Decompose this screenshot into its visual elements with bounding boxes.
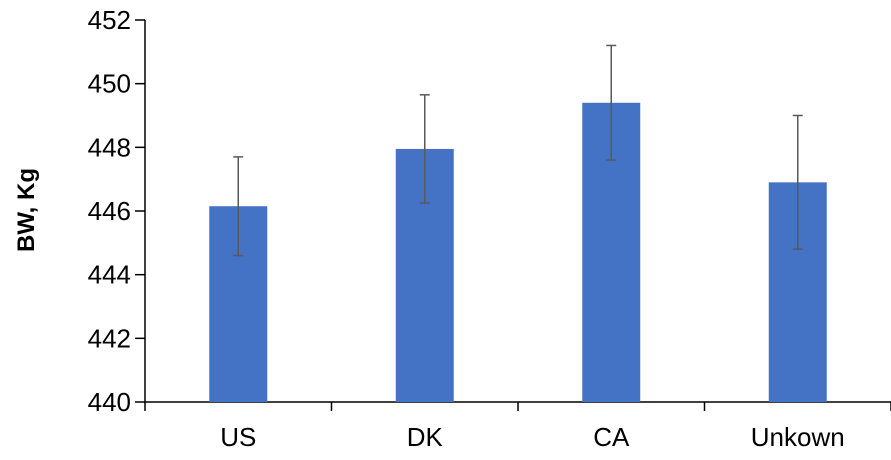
x-tick-labels: US DK CA Unkown	[220, 422, 845, 452]
x-tick-label-unkown: Unkown	[751, 422, 845, 452]
y-tick-label: 440	[88, 387, 131, 417]
axes	[135, 19, 891, 411]
x-tick-label-ca: CA	[593, 422, 630, 452]
bars	[209, 102, 827, 403]
x-tick-label-dk: DK	[407, 422, 444, 452]
y-tick-labels: 440 442 444 446 448 450 452	[88, 5, 131, 417]
error-bars	[233, 44, 803, 257]
y-tick-label: 446	[88, 196, 131, 226]
y-tick-label: 444	[88, 260, 131, 290]
y-tick-label: 450	[88, 69, 131, 99]
y-tick-label: 452	[88, 5, 131, 35]
y-tick-label: 442	[88, 323, 131, 353]
y-tick-label: 448	[88, 132, 131, 162]
y-axis-title: BW, Kg	[13, 168, 40, 252]
x-tick-label-us: US	[220, 422, 256, 452]
